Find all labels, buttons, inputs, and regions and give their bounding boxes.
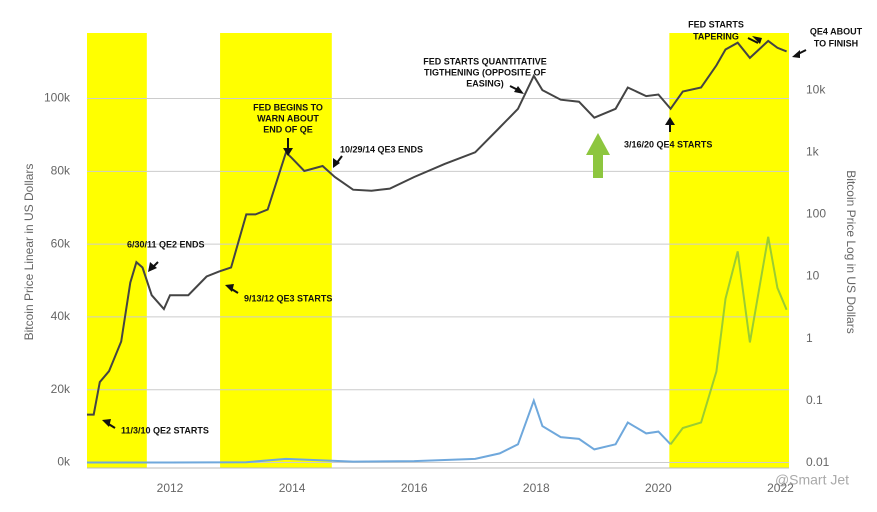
arrows — [102, 36, 807, 429]
annotation: 11/3/10 QE2 STARTS — [121, 425, 209, 435]
annotation: 6/30/11 QE2 ENDS — [127, 239, 205, 249]
y2-tick-label: 10 — [806, 269, 820, 283]
x-tick-label: 2022 — [767, 481, 794, 495]
x-tick-label: 2020 — [645, 481, 672, 495]
y2-tick-label: 10k — [806, 82, 826, 96]
annotation: 10/29/14 QE3 ENDS — [340, 144, 423, 154]
up-arrow — [586, 133, 610, 178]
x-tick-label: 2016 — [401, 481, 428, 495]
y-tick-label: 80k — [51, 163, 71, 177]
price-line — [669, 236, 788, 445]
annotation: FED STARTS — [688, 19, 744, 29]
annotation: FED STARTS QUANTITATIVE — [423, 56, 547, 66]
annotation: 9/13/12 QE3 STARTS — [244, 293, 332, 303]
y-axis-label: Bitcoin Price Linear in US Dollars — [22, 164, 36, 341]
annotation: EASING) — [466, 78, 504, 88]
annotation: 3/16/20 QE4 STARTS — [624, 139, 712, 149]
x-tick-label: 2012 — [157, 481, 184, 495]
annotation: FED BEGINS TO — [253, 102, 323, 112]
price-line — [87, 39, 787, 416]
y2-tick-label: 100 — [806, 207, 826, 221]
y2-axis-label: Bitcoin Price Log in US Dollars — [844, 170, 858, 333]
price-line — [87, 397, 672, 464]
annotation: TAPERING — [693, 31, 739, 41]
y2-tick-label: 0.1 — [806, 393, 823, 407]
y-tick-label: 40k — [51, 309, 71, 323]
qe-band — [220, 33, 332, 468]
qe-band — [669, 33, 789, 468]
annotation: END OF QE — [263, 124, 313, 134]
annotation: QE4 ABOUT — [810, 26, 863, 36]
x-tick-label: 2018 — [523, 481, 550, 495]
annotation: TO FINISH — [814, 38, 858, 48]
y-tick-label: 60k — [51, 236, 71, 250]
annotation: TIGTHENING (OPPOSITE OF — [424, 67, 547, 77]
y2-tick-label: 0.01 — [806, 455, 830, 469]
y-tick-label: 20k — [51, 382, 71, 396]
annotation: WARN ABOUT — [257, 113, 319, 123]
y-tick-label: 100k — [44, 91, 71, 105]
y2-tick-label: 1k — [806, 144, 820, 158]
y2-tick-label: 1 — [806, 331, 813, 345]
x-tick-label: 2014 — [279, 481, 306, 495]
y-tick-label: 0k — [57, 455, 71, 469]
watermark: @Smart Jet — [775, 472, 849, 488]
